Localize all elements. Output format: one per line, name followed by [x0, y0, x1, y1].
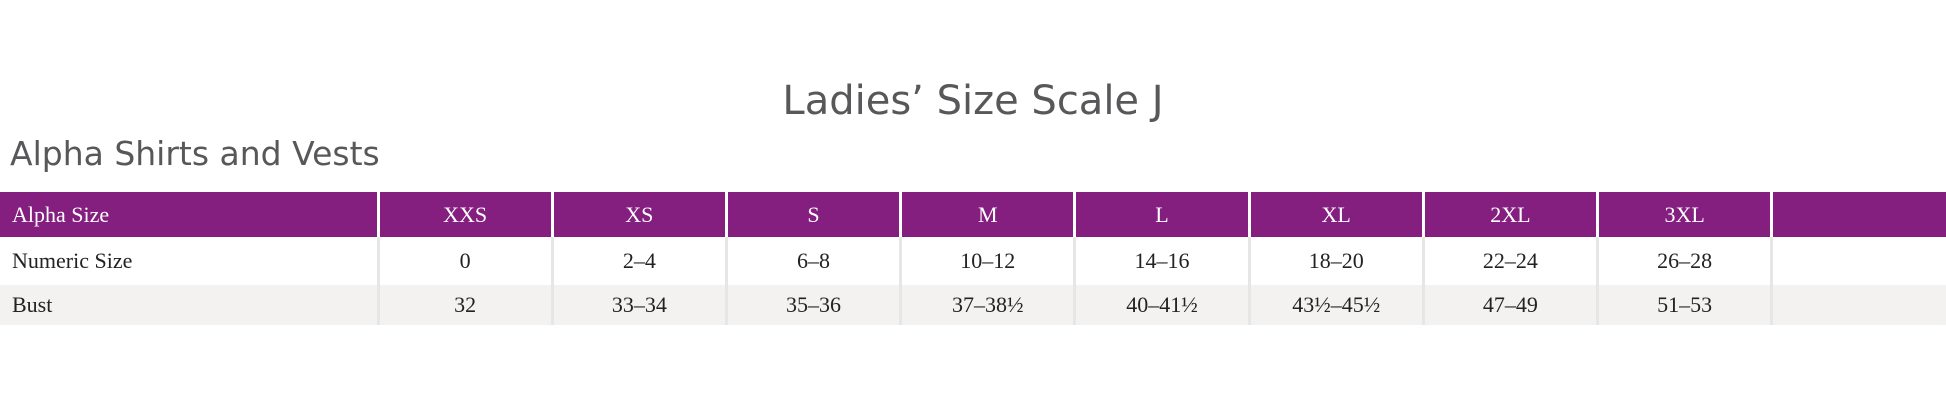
table-cell: 2–4 [550, 237, 727, 285]
section-title: Alpha Shirts and Vests [10, 134, 380, 173]
table-cell: 47–49 [1421, 285, 1598, 325]
table-cell: 35–36 [724, 285, 901, 325]
header-row: Alpha Size XXS XS S M L XL 2XL 3XL [0, 192, 1946, 237]
table-cell: 18–20 [1247, 237, 1424, 285]
table-cell: 14–16 [1073, 237, 1250, 285]
size-table: Alpha Size XXS XS S M L XL 2XL 3XL Numeric Size 0… [0, 192, 1946, 325]
table-cell: 43½–45½ [1247, 285, 1424, 325]
table-cell: 40–41½ [1073, 285, 1250, 325]
table-cell: 10–12 [899, 237, 1075, 285]
table-cell: 37–38½ [899, 285, 1075, 325]
table-cell [1770, 237, 1946, 285]
column-header: S [724, 192, 901, 237]
column-header: 3XL [1596, 192, 1772, 237]
column-header: L [1073, 192, 1250, 237]
table-cell: 0 [376, 237, 553, 285]
table-cell: 33–34 [550, 285, 727, 325]
column-header: XL [1247, 192, 1424, 237]
table-row: Numeric Size 0 2–4 6–8 10–12 14–16 18–20 22–24 2… [0, 237, 1946, 285]
table-cell: 51–53 [1596, 285, 1772, 325]
table-cell: 32 [376, 285, 553, 325]
column-header: XXS [376, 192, 553, 237]
table-cell: 26–28 [1596, 237, 1772, 285]
column-header: XS [550, 192, 727, 237]
table-cell [1770, 285, 1946, 325]
column-header [1770, 192, 1946, 237]
column-header: 2XL [1421, 192, 1598, 237]
page-title: Ladies’ Size Scale J [782, 78, 1164, 124]
row-label: Numeric Size [0, 237, 378, 285]
table-row: Bust 32 33–34 35–36 37–38½ 40–41½ 43½–45½ 47–49… [0, 285, 1946, 325]
column-header: M [899, 192, 1075, 237]
column-header: Alpha Size [0, 192, 378, 237]
table-cell: 22–24 [1421, 237, 1598, 285]
table-cell: 6–8 [724, 237, 901, 285]
row-label: Bust [0, 285, 378, 325]
